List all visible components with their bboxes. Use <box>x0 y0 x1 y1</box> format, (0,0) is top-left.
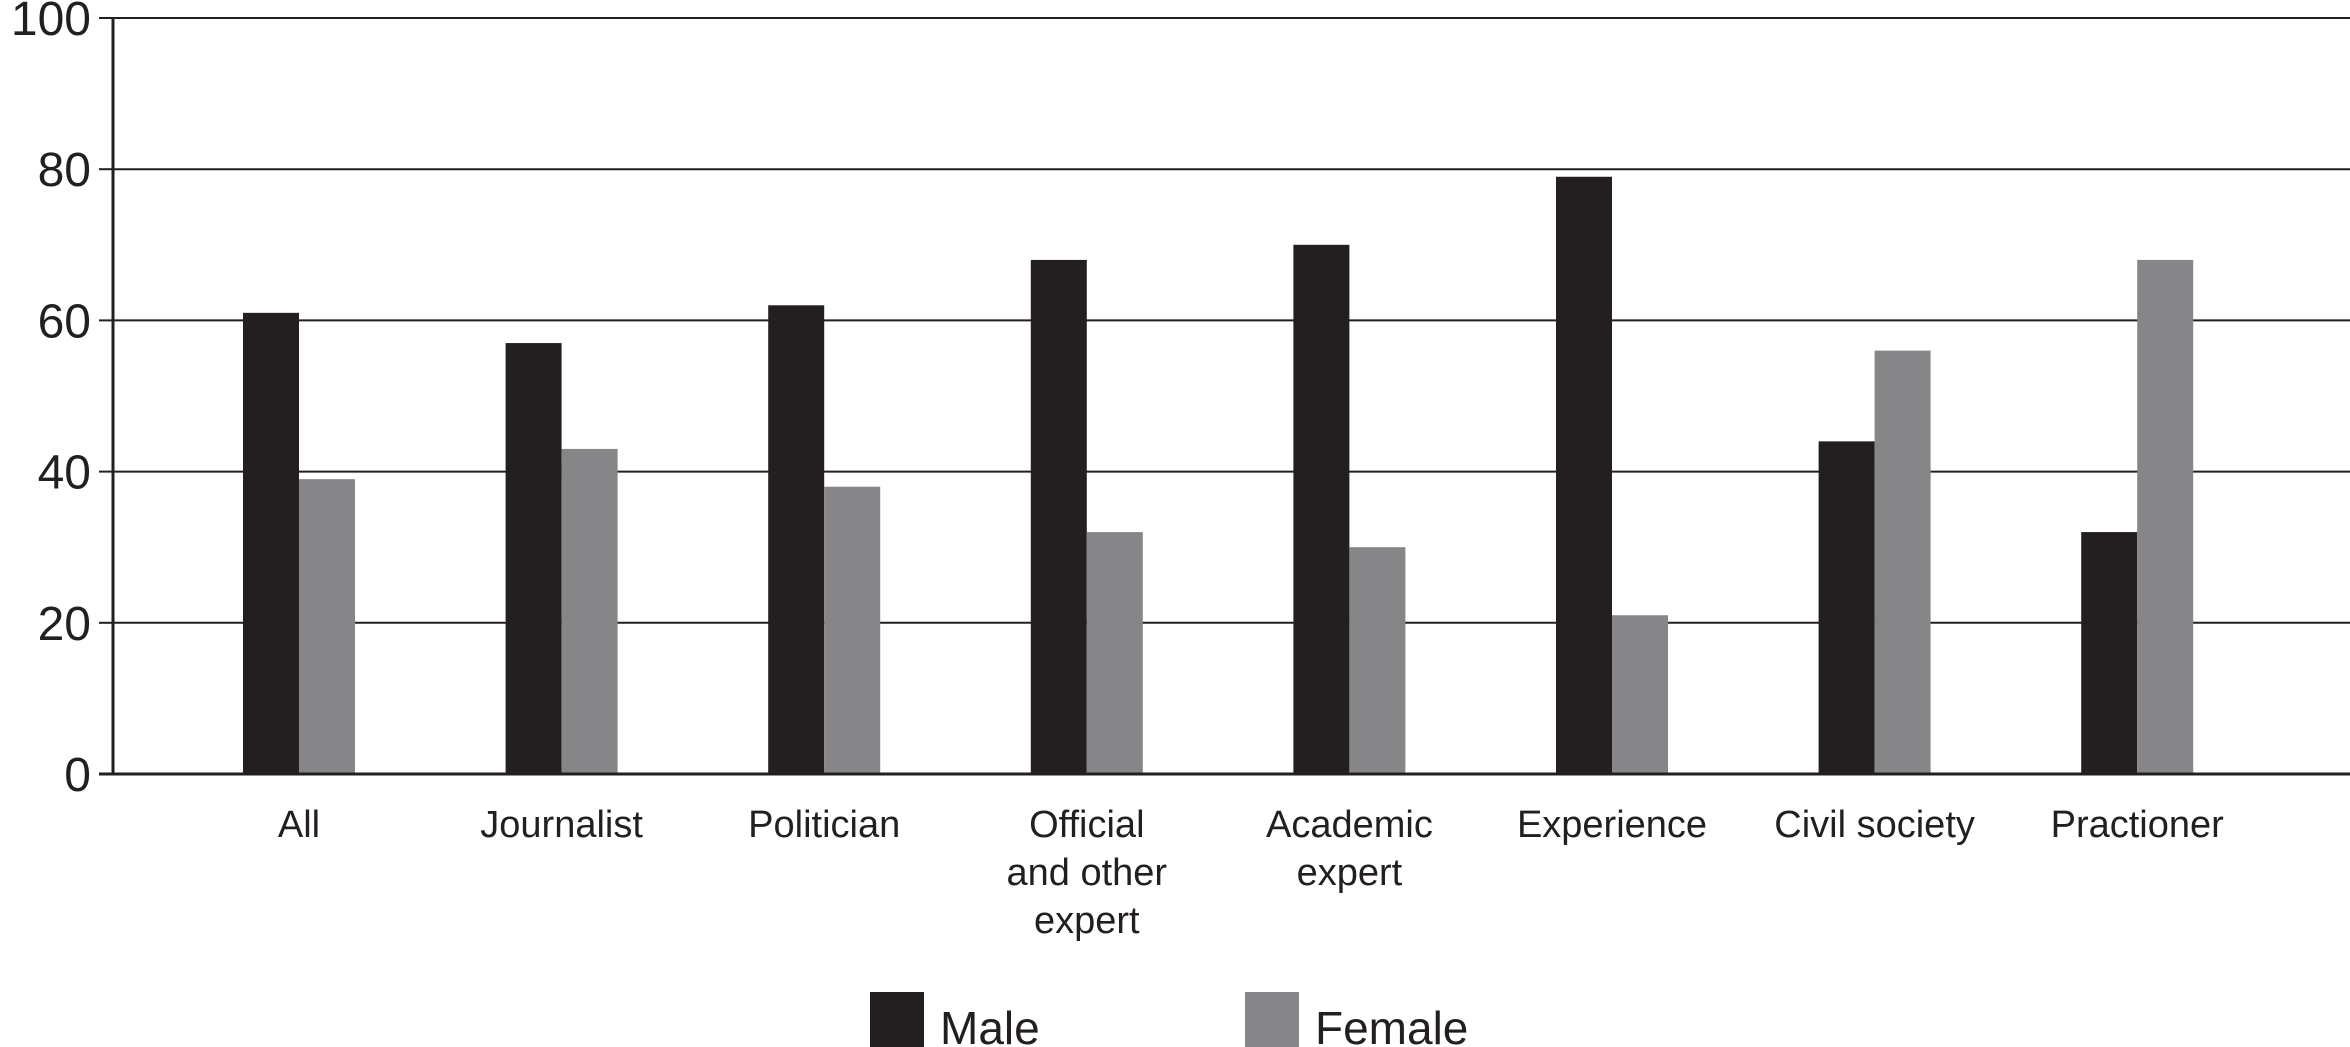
bar-female-5 <box>1612 615 1668 774</box>
bar-female-7 <box>2137 259 2194 774</box>
x-tick-label: Experience <box>1517 804 1707 846</box>
y-tick-label: 60 <box>38 295 91 348</box>
y-tick-label: 20 <box>38 598 91 651</box>
bar-male-6 <box>1818 441 1875 774</box>
legend-label-male: Male <box>940 1002 1040 1047</box>
x-tick-label: Official <box>1029 804 1144 846</box>
bar-female-6 <box>1874 350 1931 774</box>
gridlines <box>113 17 2350 624</box>
x-tick-label: Academic <box>1266 804 1433 846</box>
bar-male-3 <box>1030 259 1087 774</box>
legend: Male Female <box>870 992 1468 1047</box>
bar-female-4 <box>1349 547 1406 774</box>
bar-female-1 <box>561 448 618 774</box>
x-tick-label: and other <box>1007 852 1168 894</box>
x-tick-label: Journalist <box>480 804 643 846</box>
bar-female-2 <box>824 486 881 774</box>
bar-male-0 <box>243 312 299 774</box>
y-tick-label: 40 <box>38 447 91 500</box>
x-tick-label: Politician <box>748 804 900 846</box>
bars <box>243 176 2194 775</box>
bar-female-3 <box>1086 532 1143 774</box>
y-axis-ticks: 0 20 40 60 80 100 <box>11 0 113 802</box>
y-tick-label: 100 <box>11 0 91 46</box>
bar-female-0 <box>299 479 355 774</box>
y-tick-label: 0 <box>64 749 91 802</box>
bar-male-5 <box>1556 176 1612 774</box>
legend-label-female: Female <box>1315 1002 1468 1047</box>
legend-swatch-male <box>870 992 924 1047</box>
x-tick-label: All <box>278 804 320 846</box>
bar-male-4 <box>1293 244 1350 775</box>
x-tick-label: expert <box>1034 900 1140 942</box>
bar-male-1 <box>505 343 562 774</box>
y-tick-label: 80 <box>38 144 91 197</box>
legend-swatch-female <box>1245 992 1299 1047</box>
x-axis-labels: All Journalist Politician Official and other… <box>278 804 2224 942</box>
bar-male-7 <box>2081 532 2138 774</box>
x-tick-label: Civil society <box>1774 804 1975 846</box>
x-tick-label: expert <box>1297 852 1403 894</box>
x-tick-label: Practioner <box>2051 804 2225 846</box>
bar-male-2 <box>768 305 825 774</box>
